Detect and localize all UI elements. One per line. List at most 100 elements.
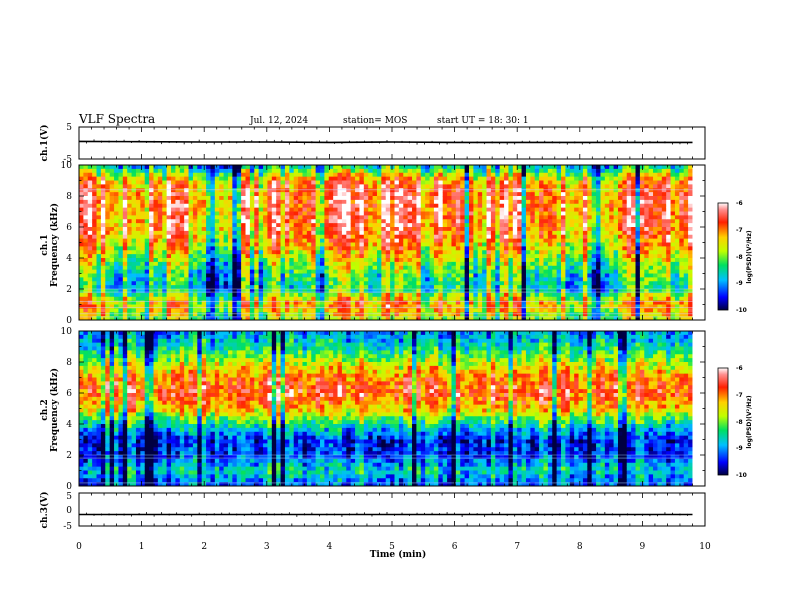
spectrogram-cell (486, 184, 492, 189)
spectrogram-cell (100, 265, 106, 271)
spectrogram-cell (109, 223, 115, 228)
spectrogram-cell (135, 223, 141, 228)
spectrogram-cell (600, 308, 606, 313)
spectrogram-cell (596, 223, 601, 228)
spectrogram-cell (350, 308, 356, 313)
spectrogram-cell (433, 265, 439, 271)
spectrogram-cell (350, 199, 356, 205)
spectrogram-cell (333, 277, 338, 282)
spectrogram-cell (157, 184, 163, 189)
spectrogram-cell (556, 250, 562, 255)
spectrogram-cell (276, 192, 281, 197)
spectrogram-cell (469, 289, 474, 294)
spectrogram-cell (390, 269, 395, 274)
spectrogram-cell (135, 316, 141, 321)
spectrogram-cell (206, 176, 211, 181)
spectrogram-cell (333, 308, 338, 313)
spectrogram-cell (157, 215, 163, 220)
spectrogram-cell (447, 199, 452, 205)
spectrogram-cell (131, 176, 137, 181)
spectrogram-cell (609, 316, 614, 321)
spectrogram-cell (525, 203, 531, 209)
spectrogram-cell (320, 246, 325, 251)
spectrogram-cell (92, 273, 97, 278)
spectrogram-cell (438, 180, 444, 185)
spectrogram-cell (525, 180, 531, 185)
spectrogram-cell (324, 215, 330, 220)
spectrogram-cell (398, 165, 404, 170)
spectrogram-cell (412, 230, 417, 236)
spectrogram-cell (127, 238, 132, 243)
spectrogram-cell (499, 219, 505, 224)
spectrogram-cell (433, 184, 439, 189)
spectrogram-cell (135, 261, 141, 267)
spectrogram-cell (166, 172, 172, 178)
spectrogram-cell (521, 230, 527, 236)
spectrogram-cell (109, 207, 115, 212)
spectrogram-cell (179, 230, 185, 236)
spectrogram-cell (539, 203, 544, 209)
spectrogram-cell (587, 254, 593, 259)
spectrogram-cell (135, 188, 141, 193)
spectrogram-cell (451, 199, 457, 205)
spectrogram-cell (105, 265, 111, 271)
spectrogram-cell (122, 261, 128, 267)
spectrogram-cell (403, 277, 409, 282)
spectrogram-cell (346, 168, 352, 174)
spectrogram-cell (569, 304, 575, 309)
spectrogram-cell (83, 250, 89, 255)
spectrogram-cell (547, 196, 553, 201)
spectrogram-cell (219, 165, 224, 170)
spectrogram-cell (127, 230, 132, 236)
spectrogram-cell (341, 188, 347, 193)
spectrogram-cell (166, 300, 172, 305)
spectrogram-cell (499, 215, 505, 220)
spectrogram-cell (390, 289, 395, 294)
spectrogram-cell (565, 230, 571, 236)
spectrogram-cell (376, 172, 382, 178)
spectrogram-cell (171, 165, 176, 170)
spectrogram-cell (525, 281, 531, 286)
spectrogram-cell (582, 254, 588, 259)
spectrogram-cell (517, 176, 522, 181)
spectrogram-cell (232, 265, 238, 271)
spectrogram-cell (258, 265, 264, 271)
spectrogram-cell (289, 184, 295, 189)
spectrogram-cell (122, 230, 128, 236)
spectrogram-cell (179, 172, 185, 178)
spectrogram-cell (587, 246, 593, 251)
spectrogram-cell (455, 316, 461, 321)
spectrogram-cell (122, 172, 128, 178)
spectrogram-cell (79, 234, 84, 240)
spectrogram-cell (543, 223, 549, 228)
spectrogram-cell (429, 211, 435, 216)
spectrogram-cell (293, 230, 299, 236)
spectrogram-cell (105, 227, 111, 232)
spectrogram-cell (127, 223, 132, 228)
spectrogram-cell (482, 277, 487, 282)
spectrogram-cell (460, 242, 466, 247)
spectrogram-cell (249, 219, 255, 224)
spectrogram-cell (525, 234, 531, 240)
spectrogram-cell (525, 165, 531, 170)
spectrogram-cell (420, 238, 426, 243)
spectrogram-cell (477, 285, 483, 290)
spectrogram-cell (298, 223, 303, 228)
spectrogram-cell (525, 188, 531, 193)
spectrogram-cell (83, 285, 89, 290)
spectrogram-cell (157, 273, 163, 278)
spectrogram-cell (552, 242, 558, 247)
spectrogram-cell (569, 215, 575, 220)
spectrogram-cell (600, 207, 606, 212)
spectrogram-cell (455, 192, 461, 197)
spectrogram-cell (600, 211, 606, 216)
spectrogram-cell (157, 168, 163, 174)
spectrogram-cell (83, 203, 89, 209)
spectrogram-cell (232, 273, 238, 278)
spectrogram-cell (477, 273, 483, 278)
spectrogram-cell (600, 180, 606, 185)
spectrogram-cell (245, 265, 251, 271)
spectrogram-cell (131, 296, 137, 302)
spectrogram-cell (245, 223, 251, 228)
spectrogram-cell (416, 312, 422, 317)
